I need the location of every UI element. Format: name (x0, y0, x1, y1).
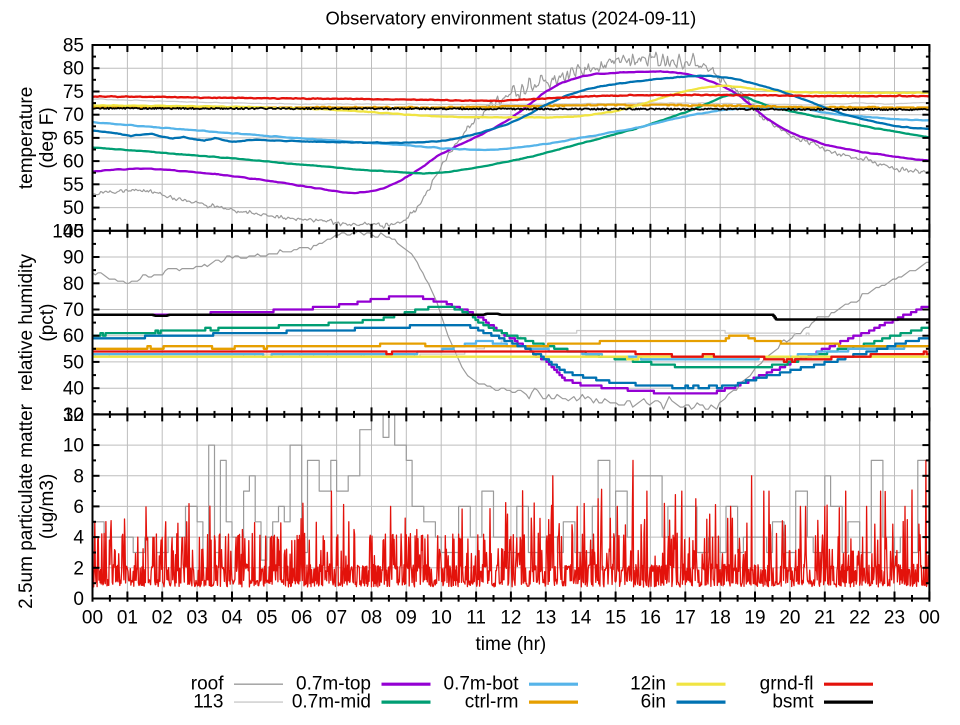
svg-text:relative humidity: relative humidity (16, 253, 37, 391)
svg-text:03: 03 (187, 608, 208, 629)
svg-text:time (hr): time (hr) (476, 634, 547, 655)
svg-text:85: 85 (63, 36, 84, 57)
svg-text:16: 16 (640, 608, 661, 629)
svg-text:0.7m-mid: 0.7m-mid (292, 692, 371, 713)
svg-text:17: 17 (675, 608, 696, 629)
svg-text:bsmt: bsmt (772, 692, 814, 713)
svg-text:10: 10 (431, 608, 452, 629)
svg-text:(deg F): (deg F) (37, 107, 58, 168)
svg-text:15: 15 (605, 608, 626, 629)
svg-text:ctrl-rm: ctrl-rm (465, 692, 519, 713)
svg-text:0: 0 (73, 589, 84, 610)
svg-text:100: 100 (52, 221, 84, 242)
svg-text:08: 08 (361, 608, 382, 629)
svg-text:(pct): (pct) (37, 304, 58, 342)
svg-text:60: 60 (63, 152, 84, 173)
svg-text:30: 30 (63, 405, 84, 426)
svg-text:(ug/m3): (ug/m3) (37, 474, 58, 539)
svg-text:40: 40 (63, 379, 84, 400)
svg-text:14: 14 (570, 608, 592, 629)
svg-text:45: 45 (63, 221, 84, 242)
svg-text:21: 21 (814, 608, 835, 629)
svg-text:90: 90 (63, 248, 84, 269)
svg-text:Observatory environment status: Observatory environment status (2024-09-… (326, 8, 697, 29)
svg-text:06: 06 (291, 608, 312, 629)
svg-text:12: 12 (500, 608, 521, 629)
svg-text:65: 65 (63, 128, 84, 149)
svg-text:70: 70 (63, 300, 84, 321)
svg-text:00: 00 (82, 608, 103, 629)
svg-text:grnd-fl: grnd-fl (760, 674, 814, 695)
svg-text:113: 113 (193, 692, 223, 713)
svg-text:0.7m-top: 0.7m-top (296, 674, 371, 695)
svg-text:8: 8 (73, 466, 84, 487)
svg-text:6: 6 (73, 497, 84, 518)
svg-text:23: 23 (884, 608, 905, 629)
svg-text:09: 09 (396, 608, 417, 629)
svg-text:20: 20 (779, 608, 800, 629)
svg-text:2: 2 (73, 558, 84, 579)
svg-text:05: 05 (256, 608, 277, 629)
svg-text:6in: 6in (641, 692, 666, 713)
svg-text:50: 50 (63, 352, 84, 373)
svg-text:01: 01 (117, 608, 138, 629)
svg-text:13: 13 (535, 608, 556, 629)
svg-text:11: 11 (466, 608, 486, 629)
svg-text:10: 10 (63, 436, 84, 457)
svg-text:0.7m-bot: 0.7m-bot (444, 674, 520, 695)
svg-text:18: 18 (710, 608, 731, 629)
svg-text:roof: roof (191, 674, 224, 695)
svg-text:02: 02 (152, 608, 173, 629)
svg-text:4: 4 (73, 528, 84, 549)
svg-text:55: 55 (63, 175, 84, 196)
svg-text:50: 50 (63, 198, 84, 219)
svg-text:00: 00 (919, 608, 940, 629)
svg-text:80: 80 (63, 59, 84, 80)
svg-text:75: 75 (63, 82, 84, 103)
svg-text:12: 12 (63, 405, 84, 426)
svg-text:temperature: temperature (16, 87, 37, 189)
svg-text:07: 07 (326, 608, 347, 629)
svg-text:12in: 12in (630, 674, 666, 695)
svg-text:2.5um particulate matter: 2.5um particulate matter (16, 403, 37, 609)
svg-text:22: 22 (849, 608, 870, 629)
svg-text:19: 19 (744, 608, 765, 629)
svg-text:60: 60 (63, 326, 84, 347)
svg-text:04: 04 (221, 608, 243, 629)
svg-text:80: 80 (63, 274, 84, 295)
svg-text:70: 70 (63, 105, 84, 126)
